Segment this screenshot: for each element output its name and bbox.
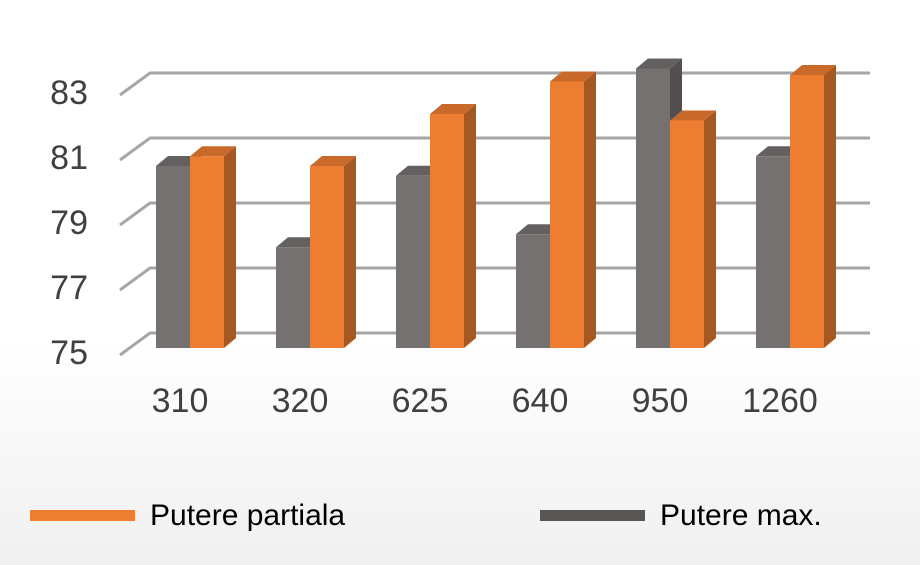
- bar: [190, 146, 236, 348]
- x-tick-label: 1260: [742, 382, 818, 420]
- bar-top: [430, 104, 476, 114]
- bar-side: [344, 156, 356, 348]
- bar-front: [156, 166, 190, 348]
- bar-top: [790, 65, 836, 75]
- grid-line: [119, 331, 870, 357]
- bar-top: [636, 58, 682, 69]
- bar-front: [636, 68, 670, 348]
- bar: [310, 156, 356, 348]
- bar-top: [550, 71, 596, 82]
- bar-front: [516, 234, 550, 348]
- x-tick-label: 640: [512, 382, 569, 420]
- bar: [550, 71, 596, 348]
- y-tick-label: 83: [50, 74, 88, 112]
- x-tick-label: 950: [632, 382, 689, 420]
- bar-side: [704, 110, 716, 348]
- bar-front: [670, 120, 704, 348]
- y-tick-label: 75: [50, 334, 88, 372]
- grid-line: [119, 266, 870, 292]
- x-tick-label: 320: [272, 382, 329, 420]
- y-tick-label: 81: [50, 139, 88, 177]
- bar-front: [790, 75, 824, 348]
- bar: [670, 110, 716, 348]
- bar-side: [824, 65, 836, 348]
- bar-side: [464, 104, 476, 348]
- x-tick-label: 310: [152, 382, 209, 420]
- legend-swatch: [540, 510, 645, 521]
- bar-front: [190, 156, 224, 348]
- bar-side: [224, 146, 236, 348]
- legend-swatch: [30, 510, 135, 521]
- grid-line: [119, 71, 870, 97]
- grid-line: [119, 136, 870, 162]
- y-tick-label: 79: [50, 204, 88, 242]
- bar-front: [276, 247, 310, 348]
- bar: [790, 65, 836, 348]
- bar: [430, 104, 476, 348]
- legend-label: Putere partiala: [150, 499, 345, 532]
- bar-top: [310, 156, 356, 166]
- bar-side: [584, 71, 596, 348]
- y-tick-label: 77: [50, 269, 88, 307]
- bar-front: [396, 175, 430, 348]
- bar-top: [190, 146, 236, 157]
- x-tick-label: 625: [392, 382, 449, 420]
- legend-label: Putere max.: [660, 499, 822, 532]
- bar-front: [550, 81, 584, 348]
- bar-front: [756, 156, 790, 348]
- bar-top: [670, 110, 716, 121]
- grid-line: [119, 201, 870, 227]
- bar-front: [430, 114, 464, 348]
- bar-front: [310, 166, 344, 348]
